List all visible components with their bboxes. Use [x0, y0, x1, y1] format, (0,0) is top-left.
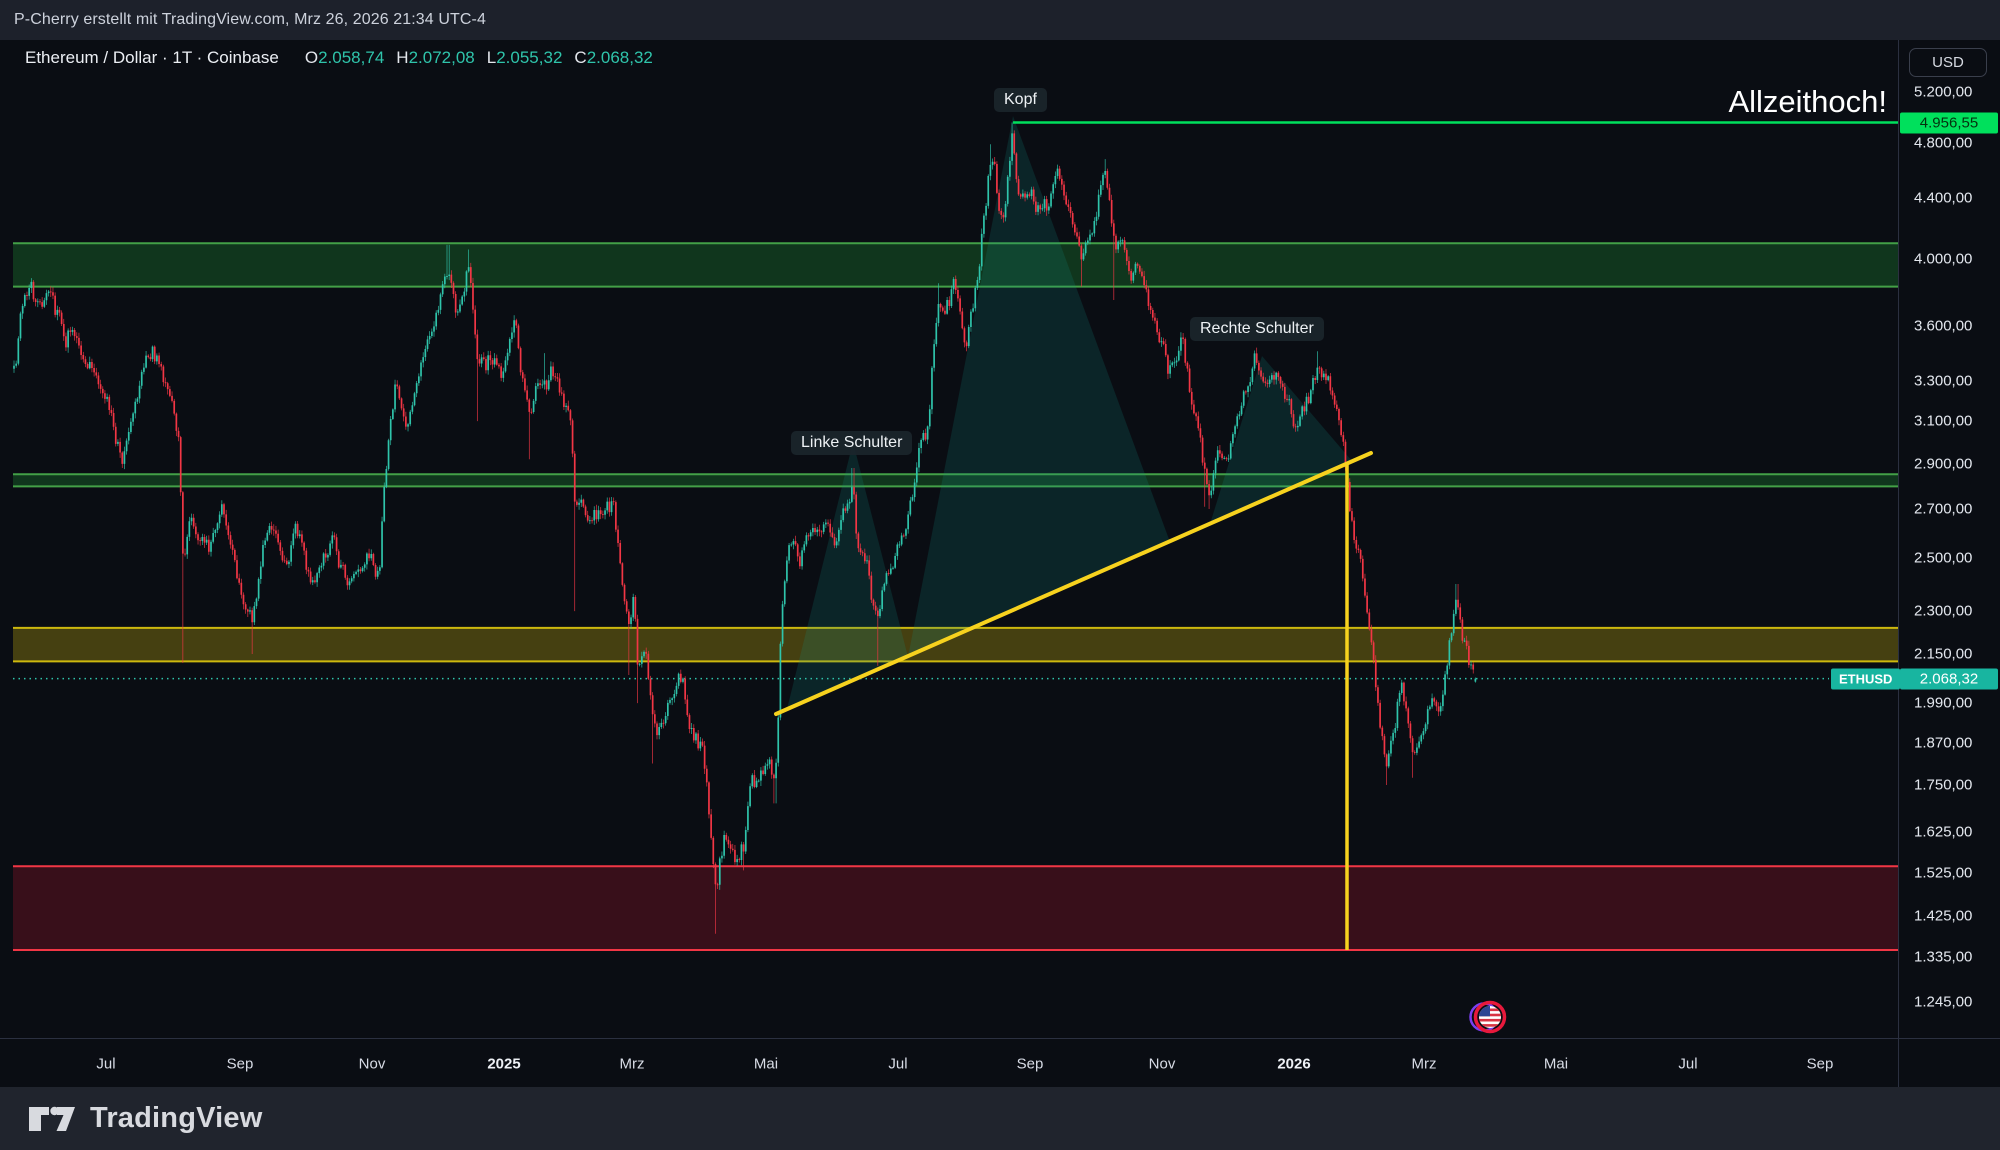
time-tick-2025: 2025	[487, 1055, 521, 1072]
label-allzeithoch[interactable]: Allzeithoch!	[1728, 84, 1887, 119]
time-tick-Jul: Jul	[96, 1055, 116, 1072]
time-tick-Mai: Mai	[753, 1055, 779, 1072]
price-tick-1525: 1.525,00	[1914, 864, 1973, 881]
time-tick-Sep: Sep	[226, 1055, 254, 1072]
time-tick-Nov: Nov	[358, 1055, 386, 1072]
label-linke-schulter[interactable]: Linke Schulter	[791, 431, 913, 455]
brand-name: TradingView	[90, 1102, 263, 1134]
time-axis[interactable]: Jul Sep Nov 2025 Mrz Mai Jul Sep Nov 2026 Mrz Mai Ju…	[0, 1038, 2000, 1088]
price-tick-4800: 4.800,00	[1914, 134, 1973, 152]
time-tick-Mai: Mai	[1543, 1055, 1569, 1072]
price-tick-3600: 3.600,00	[1914, 317, 1973, 335]
time-tick-Jul: Jul	[888, 1055, 908, 1072]
price-tick-4400: 4.400,00	[1914, 189, 1973, 207]
price-tick-1245: 1.245,00	[1914, 993, 1973, 1011]
attribution-text: P-Cherry erstellt mit TradingView.com, M…	[14, 11, 486, 28]
price-tick-2150: 2.150,00	[1914, 645, 1973, 663]
price-tick-3100: 3.100,00	[1914, 412, 1973, 430]
price-tick-1750: 1.750,00	[1914, 776, 1973, 794]
price-tick-3300: 3.300,00	[1914, 372, 1973, 390]
time-tick-Jul: Jul	[1678, 1055, 1698, 1072]
price-tick-2900: 2.900,00	[1914, 455, 1973, 473]
time-tick-Sep: Sep	[1806, 1055, 1834, 1072]
price-tick-1425: 1.425,00	[1914, 907, 1973, 925]
time-tick-2026: 2026	[1277, 1055, 1311, 1072]
hs-pattern-triangle-3[interactable]	[1210, 356, 1352, 524]
ath-price-label: 4.956,55	[1900, 112, 1998, 134]
ohlc-readout: O2.058,74 H2.072,08 L2.055,32 C2.068,32	[304, 48, 653, 67]
zone-support-red[interactable]	[13, 865, 1898, 952]
open-value: 2.058,74	[318, 48, 385, 67]
time-tick-Nov: Nov	[1148, 1055, 1176, 1072]
price-tick-1990: 1.990,00	[1914, 694, 1973, 712]
brand-bar: TradingView	[0, 1087, 2000, 1150]
close-value: 2.068,32	[586, 48, 653, 67]
symbol-price-tag: ETHUSD	[1831, 668, 1901, 690]
price-tick-5200: 5.200,00	[1914, 83, 1973, 101]
us-flag-icon	[1469, 1000, 1507, 1034]
label-rechte-schulter[interactable]: Rechte Schulter	[1190, 317, 1324, 341]
price-tick-1625: 1.625,00	[1914, 823, 1973, 841]
symbol-legend[interactable]: Ethereum / Dollar · 1T · Coinbase O2.058,…	[25, 48, 653, 68]
low-value: 2.055,32	[496, 48, 563, 67]
currency-toggle-button[interactable]: USD	[1909, 48, 1987, 77]
symbol-title[interactable]: Ethereum / Dollar · 1T · Coinbase	[25, 48, 279, 67]
hs-pattern-triangle-2[interactable]	[908, 116, 1170, 657]
price-tick-4000: 4.000,00	[1914, 250, 1973, 268]
price-scale[interactable]: USD 4.956,55 2.068,32 5.200,00 4.800,00 4.…	[1898, 40, 2000, 1087]
zone-resistance-mid[interactable]	[13, 473, 1898, 488]
tradingview-logo[interactable]: TradingView	[28, 1102, 263, 1136]
price-tick-1870: 1.870,00	[1914, 734, 1973, 752]
time-tick-Mrz: Mrz	[1411, 1055, 1437, 1072]
candlestick-plot[interactable]	[0, 40, 2000, 1087]
price-tick-2700: 2.700,00	[1914, 500, 1973, 518]
high-value: 2.072,08	[408, 48, 475, 67]
neckline-trendline[interactable]	[774, 451, 1373, 716]
last-price-label: 2.068,32	[1900, 668, 1998, 690]
chart-area[interactable]: Ethereum / Dollar · 1T · Coinbase O2.058,…	[0, 40, 2000, 1087]
price-tick-2300: 2.300,00	[1914, 602, 1973, 620]
up-candle-wicks	[13, 122, 1476, 890]
price-tick-2500: 2.500,00	[1914, 549, 1973, 567]
time-tick-Mrz: Mrz	[619, 1055, 645, 1072]
price-tick-1335: 1.335,00	[1914, 948, 1973, 966]
label-kopf[interactable]: Kopf	[994, 88, 1047, 112]
tradingview-logo-icon	[29, 1106, 75, 1131]
snapshot-attribution-bar: P-Cherry erstellt mit TradingView.com, M…	[0, 0, 2000, 40]
time-tick-Sep: Sep	[1016, 1055, 1044, 1072]
